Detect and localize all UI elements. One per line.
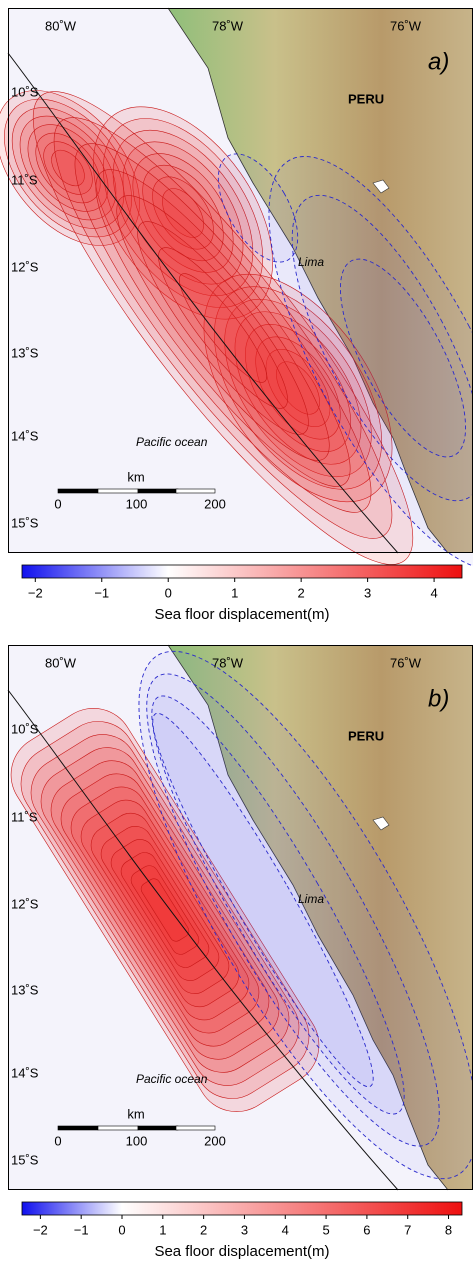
scale-segment	[58, 489, 98, 493]
scale-unit: km	[127, 469, 144, 484]
colorbar-label: Sea floor displacement(m)	[154, 606, 329, 623]
latitude-label: 15˚S	[11, 1152, 39, 1167]
colorbar	[22, 1202, 462, 1215]
longitude-label: 80˚W	[45, 655, 77, 670]
latitude-label: 13˚S	[11, 982, 39, 997]
scale-segment	[138, 489, 178, 493]
longitude-label: 76˚W	[390, 655, 422, 670]
colorbar-label: Sea floor displacement(m)	[154, 1243, 329, 1260]
longitude-label: 78˚W	[212, 18, 244, 33]
city-label: Lima	[298, 255, 324, 269]
map-panel: 80˚W 78˚W 76˚W 10˚S 11˚S 12˚S 13˚S 14˚S 15˚S b) PE…	[0, 610, 473, 1220]
colorbar-tick-label: 8	[445, 1222, 452, 1237]
latitude-label: 10˚S	[11, 84, 39, 99]
scale-segment	[176, 1126, 215, 1130]
scale-segment	[58, 1126, 98, 1130]
colorbar	[22, 565, 462, 578]
city-label: Lima	[298, 892, 324, 906]
latitude-label: 11˚S	[11, 172, 38, 187]
colorbar-tick-label: 7	[404, 1222, 411, 1237]
colorbar-tick-label: −1	[74, 1222, 89, 1237]
colorbar-tick-label: 5	[322, 1222, 329, 1237]
colorbar-tick-label: 1	[159, 1222, 166, 1237]
latitude-label: 12˚S	[11, 896, 39, 911]
scale-unit: km	[127, 1106, 144, 1121]
scale-label: 100	[126, 1133, 148, 1148]
panel-label: a)	[428, 48, 449, 75]
scale-label: 0	[54, 496, 61, 511]
colorbar-tick-label: 4	[430, 585, 437, 600]
colorbar-tick-label: −2	[28, 585, 43, 600]
colorbar-tick-label: −1	[94, 585, 109, 600]
ocean-label: Pacific ocean	[136, 1072, 208, 1086]
scale-label: 100	[126, 496, 148, 511]
colorbar-tick-label: 1	[231, 585, 238, 600]
scale-label: 200	[204, 1133, 226, 1148]
longitude-label: 80˚W	[45, 18, 77, 33]
colorbar-tick-label: −2	[33, 1222, 48, 1237]
latitude-label: 14˚S	[11, 1065, 39, 1080]
panel-label: b)	[428, 685, 449, 712]
colorbar-tick-label: 6	[363, 1222, 370, 1237]
latitude-label: 14˚S	[11, 428, 39, 443]
country-label: PERU	[348, 91, 384, 106]
scale-segment	[138, 1126, 178, 1130]
scale-label: 200	[204, 496, 226, 511]
latitude-label: 13˚S	[11, 345, 39, 360]
latitude-label: 15˚S	[11, 515, 39, 530]
longitude-label: 78˚W	[212, 655, 244, 670]
latitude-label: 11˚S	[11, 809, 38, 824]
colorbar-tick-label: 0	[118, 1222, 125, 1237]
country-label: PERU	[348, 728, 384, 743]
map-panel: 80˚W 78˚W 76˚W 10˚S 11˚S 12˚S 13˚S 14˚S 15˚S a) PE…	[0, 8, 473, 604]
scale-segment	[176, 489, 215, 493]
latitude-label: 10˚S	[11, 721, 39, 736]
latitude-label: 12˚S	[11, 259, 39, 274]
colorbar-tick-label: 2	[200, 1222, 207, 1237]
colorbar-tick-label: 3	[364, 585, 371, 600]
colorbar-tick-label: 0	[165, 585, 172, 600]
figure: 80˚W 78˚W 76˚W 10˚S 11˚S 12˚S 13˚S 14˚S 15˚S a) PE…	[0, 0, 473, 1267]
scale-segment	[98, 1126, 138, 1130]
colorbar-tick-label: 3	[241, 1222, 248, 1237]
scale-segment	[98, 489, 138, 493]
colorbar-tick-label: 2	[298, 585, 305, 600]
scale-label: 0	[54, 1133, 61, 1148]
ocean-label: Pacific ocean	[136, 435, 208, 449]
colorbar-tick-label: 4	[282, 1222, 289, 1237]
longitude-label: 76˚W	[390, 18, 422, 33]
